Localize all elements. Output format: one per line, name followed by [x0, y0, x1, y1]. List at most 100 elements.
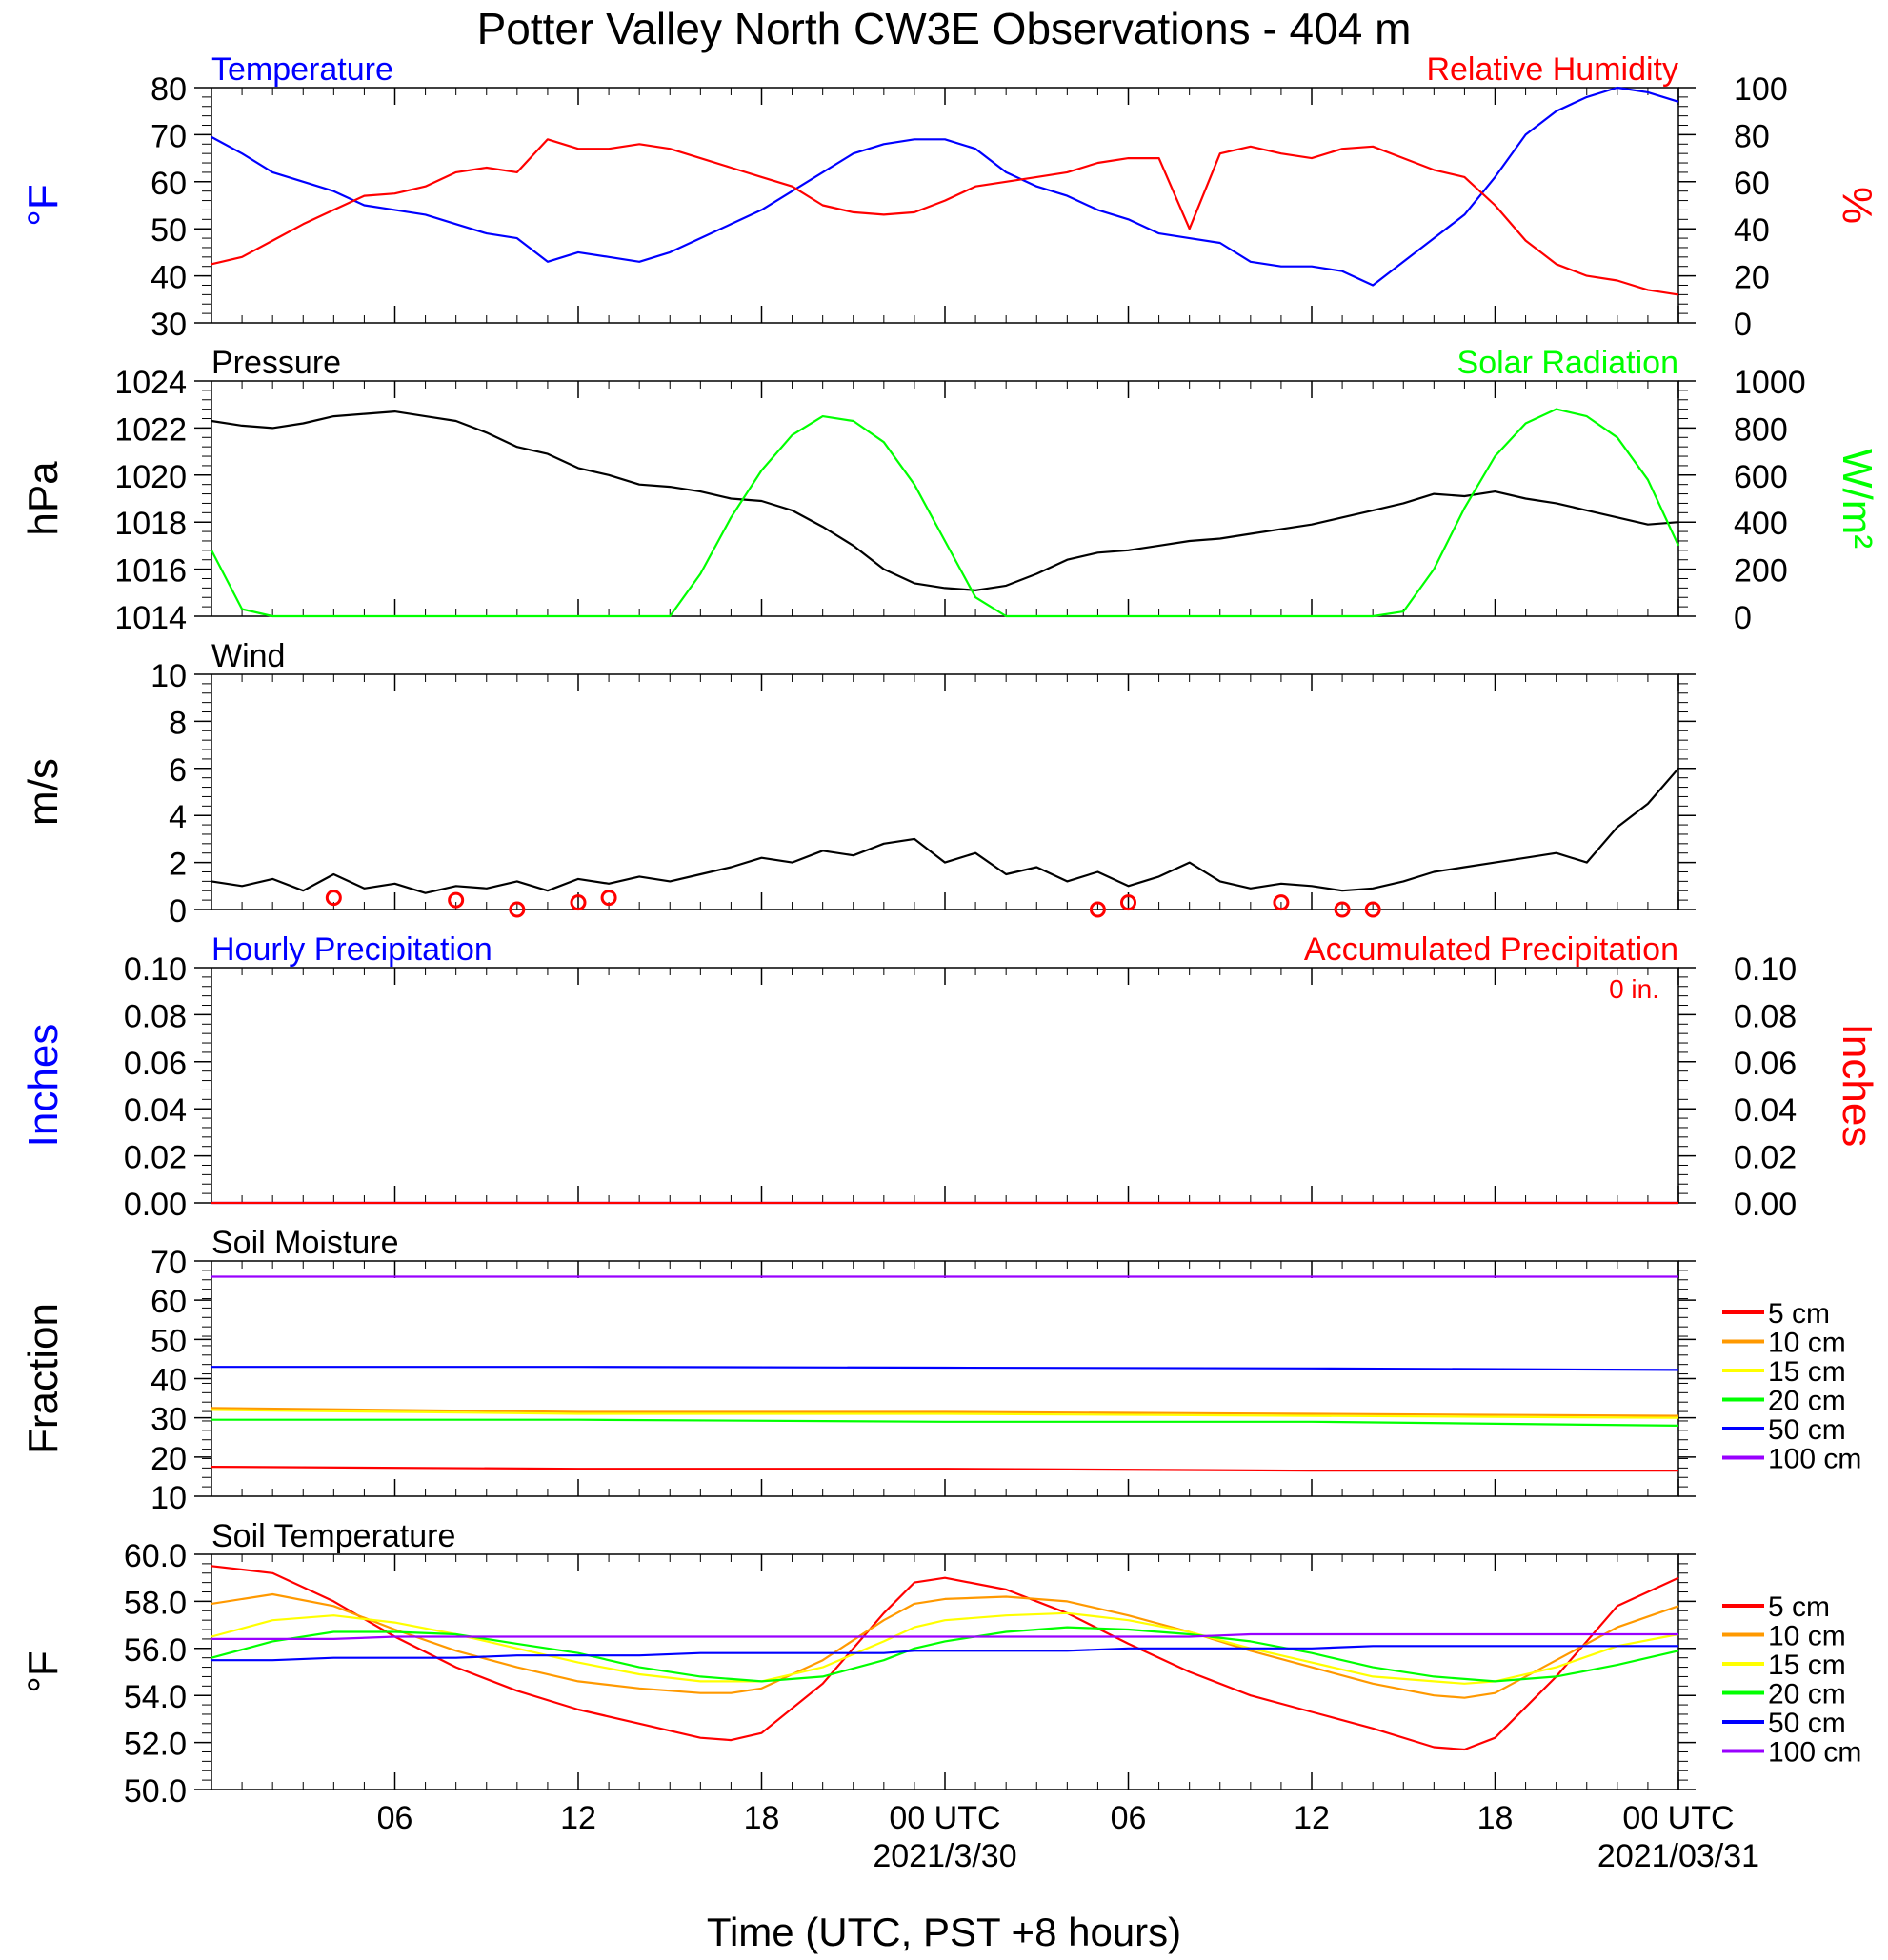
- y-tick-label: 0.08: [124, 998, 187, 1034]
- panel-soil_temperature: 50.0 52.0 54.0 56.0 58.0 60.0 Soil Temperature…: [20, 1518, 1861, 1810]
- y-axis-label-left: Inches: [20, 1024, 67, 1148]
- y-tick-label: 50: [151, 1323, 187, 1359]
- plot-frame: [211, 967, 1679, 1204]
- panel-pressure_solar: 1014 1016 1018 1020 1022 1024 0 200 400 600 800 100…: [20, 345, 1880, 636]
- y-tick-label: 56.0: [124, 1632, 187, 1669]
- y-tick-label-right: 400: [1734, 506, 1788, 542]
- x-tick-label: 18: [744, 1800, 780, 1836]
- calm-wind-marker: [325, 890, 342, 907]
- legend-label: 15 cm: [1768, 1650, 1846, 1681]
- legend-label: 50 cm: [1768, 1414, 1846, 1446]
- y-tick-label: 60.0: [124, 1538, 187, 1574]
- y-axis-label-right: %: [1834, 187, 1880, 224]
- y-tick-label: 80: [151, 71, 187, 108]
- series-line-15-cm: [211, 1611, 1679, 1685]
- x-axis-label: Time (UTC, PST +8 hours): [707, 1910, 1181, 1954]
- y-tick-label: 6: [169, 752, 187, 789]
- y-tick-label: 30: [151, 307, 187, 343]
- series-line-relative-humidity: [211, 138, 1679, 296]
- y-tick-label-right: 600: [1734, 459, 1788, 495]
- y-tick-label-right: 0.10: [1734, 951, 1797, 988]
- panel-precipitation: 0.00 0.02 0.04 0.06 0.08 0.10 0.00 0.02 0.04 0.06…: [20, 931, 1880, 1223]
- y-tick-label: 1014: [114, 600, 187, 636]
- y-tick-label: 1016: [114, 553, 187, 590]
- y-tick-label: 2: [169, 847, 187, 883]
- y-tick-label: 58.0: [124, 1585, 187, 1621]
- panel-title-left: Pressure: [211, 345, 341, 381]
- series-line-10-cm: [211, 1407, 1679, 1417]
- y-axis-label-left: hPa: [20, 461, 67, 536]
- chart-title: Potter Valley North CW3E Observations - …: [477, 4, 1412, 53]
- y-tick-label-right: 0.00: [1734, 1187, 1797, 1223]
- y-tick-label-right: 0: [1734, 307, 1752, 343]
- y-tick-label: 8: [169, 705, 187, 741]
- panel-title-left: Soil Moisture: [211, 1225, 399, 1261]
- y-tick-label: 4: [169, 799, 187, 835]
- y-tick-label: 40: [151, 260, 187, 296]
- y-axis-label-left: °F: [20, 184, 67, 226]
- y-tick-label: 1020: [114, 459, 187, 495]
- y-tick-label: 0.00: [124, 1187, 187, 1223]
- series-line-15-cm: [211, 1409, 1679, 1419]
- y-tick-label-right: 20: [1734, 260, 1770, 296]
- series-line-wind: [211, 768, 1679, 894]
- y-axis-label-left: °F: [20, 1650, 67, 1692]
- legend-label: 10 cm: [1768, 1328, 1846, 1359]
- legend-label: 20 cm: [1768, 1386, 1846, 1417]
- y-axis-label-left: m/s: [20, 758, 67, 826]
- x-tick-label: 06: [377, 1800, 413, 1836]
- series-line-100-cm: [211, 1632, 1678, 1641]
- y-tick-label-right: 40: [1734, 212, 1770, 249]
- accumulated-total: 0 in.: [1609, 974, 1659, 1004]
- calm-wind-marker: [1120, 894, 1136, 911]
- y-axis-label-right: Inches: [1834, 1024, 1880, 1148]
- calm-wind-marker: [570, 894, 587, 911]
- y-axis-label-left: Fraction: [20, 1303, 67, 1454]
- y-tick-label: 10: [151, 1480, 187, 1516]
- panel-wind: 0 2 4 6 8 10 Wind m/s: [20, 638, 1696, 930]
- y-tick-label-right: 0.08: [1734, 998, 1797, 1034]
- y-tick-label: 10: [151, 658, 187, 694]
- y-tick-label: 1018: [114, 506, 187, 542]
- legend-label: 5 cm: [1768, 1591, 1830, 1623]
- y-tick-label-right: 0.06: [1734, 1046, 1797, 1082]
- y-tick-label: 1024: [114, 365, 187, 401]
- series-line-50-cm: [211, 1366, 1679, 1371]
- x-tick-label: 18: [1477, 1800, 1514, 1836]
- y-tick-label: 70: [151, 118, 187, 154]
- x-tick-label: 00 UTC: [889, 1800, 1000, 1836]
- y-tick-label-right: 0.04: [1734, 1092, 1797, 1129]
- y-tick-label: 40: [151, 1363, 187, 1399]
- y-tick-label: 0.04: [124, 1092, 187, 1129]
- x-date-label: 2021/3/30: [873, 1838, 1016, 1874]
- plot-frame: [211, 1260, 1679, 1497]
- panel-title-left: Temperature: [211, 51, 393, 88]
- series-line-50-cm: [211, 1645, 1678, 1662]
- y-tick-label: 1022: [114, 411, 187, 448]
- calm-wind-marker: [509, 901, 526, 918]
- series-line-solar-radiation: [211, 408, 1679, 618]
- calm-wind-marker: [1089, 901, 1106, 918]
- panel-title-right: Solar Radiation: [1457, 345, 1678, 381]
- calm-wind-marker: [600, 890, 617, 907]
- calm-wind-marker: [1334, 901, 1351, 918]
- legend-label: 100 cm: [1768, 1737, 1861, 1769]
- calm-wind-marker: [1273, 894, 1290, 911]
- y-tick-label: 0: [169, 893, 187, 930]
- series-line-20-cm: [211, 1418, 1679, 1427]
- plot-frame: [211, 673, 1679, 910]
- calm-wind-marker: [1364, 901, 1381, 918]
- x-tick-label: 12: [560, 1800, 596, 1836]
- y-tick-label: 54.0: [124, 1679, 187, 1715]
- y-tick-label-right: 0: [1734, 600, 1752, 636]
- series-line-5-cm: [211, 1565, 1679, 1751]
- series-line-5-cm: [211, 1465, 1678, 1472]
- y-tick-label-right: 60: [1734, 166, 1770, 202]
- legend-label: 5 cm: [1768, 1298, 1830, 1330]
- plot-frame: [211, 87, 1679, 324]
- y-tick-label-right: 0.02: [1734, 1140, 1797, 1176]
- panel-title-left: Soil Temperature: [211, 1518, 455, 1554]
